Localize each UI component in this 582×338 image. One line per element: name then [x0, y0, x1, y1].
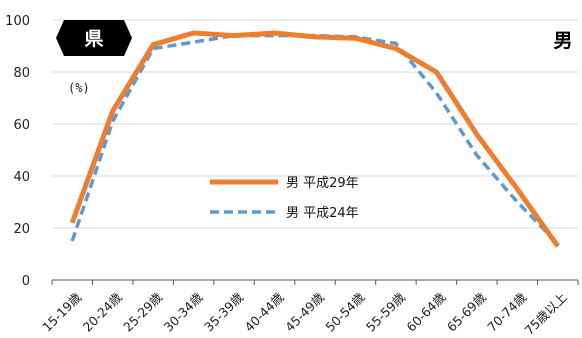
x-tick-label: 15-19歳	[39, 289, 84, 334]
series-line-2017	[69, 30, 560, 248]
y-tick-label: 60	[13, 118, 30, 133]
x-tick-label: 50-54歳	[322, 289, 367, 334]
legend-item-2012: 男 平成24年	[210, 206, 359, 221]
x-tick-label: 60-64歳	[403, 289, 448, 334]
legend-label-2012: 男 平成24年	[286, 206, 359, 221]
y-axis-ticks: 0 20 40 60 80 100	[5, 14, 30, 289]
x-axis-ticks: 15-19歳20-24歳25-29歳30-34歳35-39歳40-44歳45-4…	[39, 280, 579, 338]
legend-item-2017: 男 平成29年	[210, 176, 359, 191]
y-tick-label: 40	[13, 170, 30, 185]
x-tick-label: 40-44歳	[242, 289, 287, 334]
y-tick-label: 0	[22, 274, 30, 289]
x-tick-label: 45-49歳	[282, 289, 327, 334]
x-tick-label: 75歳以上	[522, 290, 570, 338]
badge-label: 県	[84, 28, 103, 50]
x-tick-label: 35-39歳	[201, 289, 246, 334]
x-tick-label: 65-69歳	[444, 289, 489, 334]
y-tick-label: 20	[13, 222, 30, 237]
x-tick-label: 20-24歳	[80, 289, 125, 334]
legend-label-2017: 男 平成29年	[286, 176, 359, 191]
unit-label: (%)	[68, 81, 90, 95]
region-badge: 県	[56, 20, 132, 56]
legend: 男 平成29年 男 平成24年	[210, 176, 359, 221]
badge-background	[56, 20, 132, 56]
y-tick-label: 80	[13, 66, 30, 81]
gender-label: 男	[553, 30, 572, 52]
series-lines	[69, 30, 560, 248]
x-tick-label: 30-34歳	[161, 289, 206, 334]
y-tick-label: 100	[5, 14, 30, 29]
x-tick-label: 55-59歳	[363, 289, 408, 334]
grid-lines	[52, 19, 578, 281]
x-tick-label: 25-29歳	[120, 289, 165, 334]
